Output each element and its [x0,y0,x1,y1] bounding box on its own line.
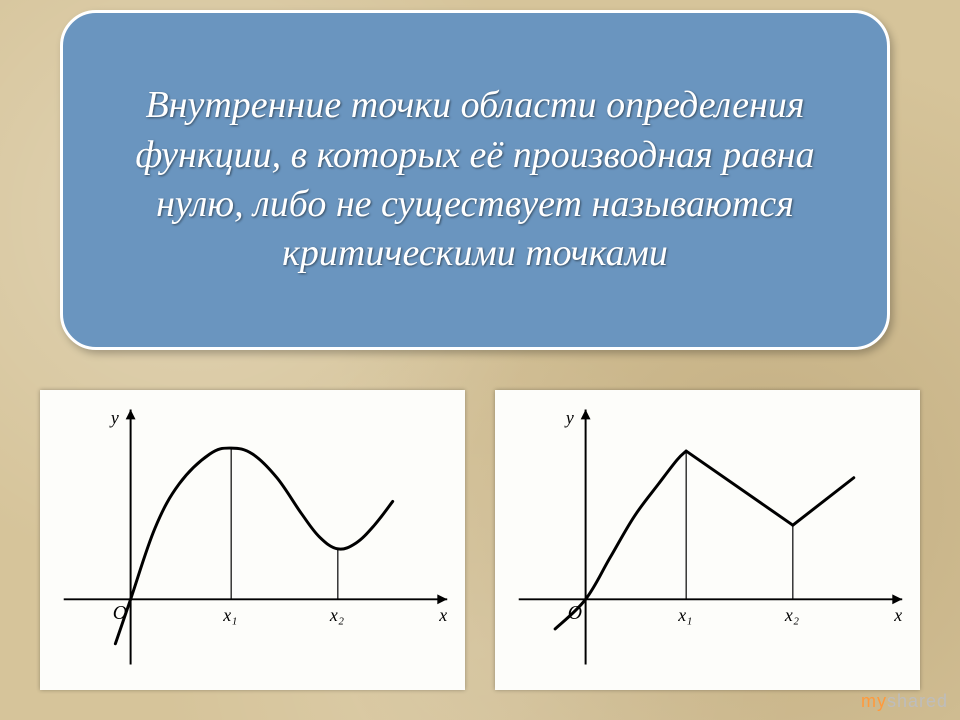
charts-row: Oxyx₁x₂ Oxyx₁x₂ [40,390,920,690]
svg-text:x: x [438,605,447,625]
svg-text:x₂: x₂ [329,605,344,625]
svg-text:x₁: x₁ [222,605,237,625]
watermark-part2: shared [887,691,948,711]
svg-text:y: y [564,407,574,427]
svg-text:y: y [109,407,119,427]
chart-right: Oxyx₁x₂ [495,390,920,690]
definition-text: Внутренние точки области определения фун… [91,81,859,279]
svg-text:x₁: x₁ [677,605,692,625]
svg-text:x: x [893,605,902,625]
definition-callout: Внутренние точки области определения фун… [60,10,890,350]
watermark: myshared [861,691,948,712]
chart-left: Oxyx₁x₂ [40,390,465,690]
watermark-part1: my [861,691,887,711]
svg-text:x₂: x₂ [784,605,799,625]
